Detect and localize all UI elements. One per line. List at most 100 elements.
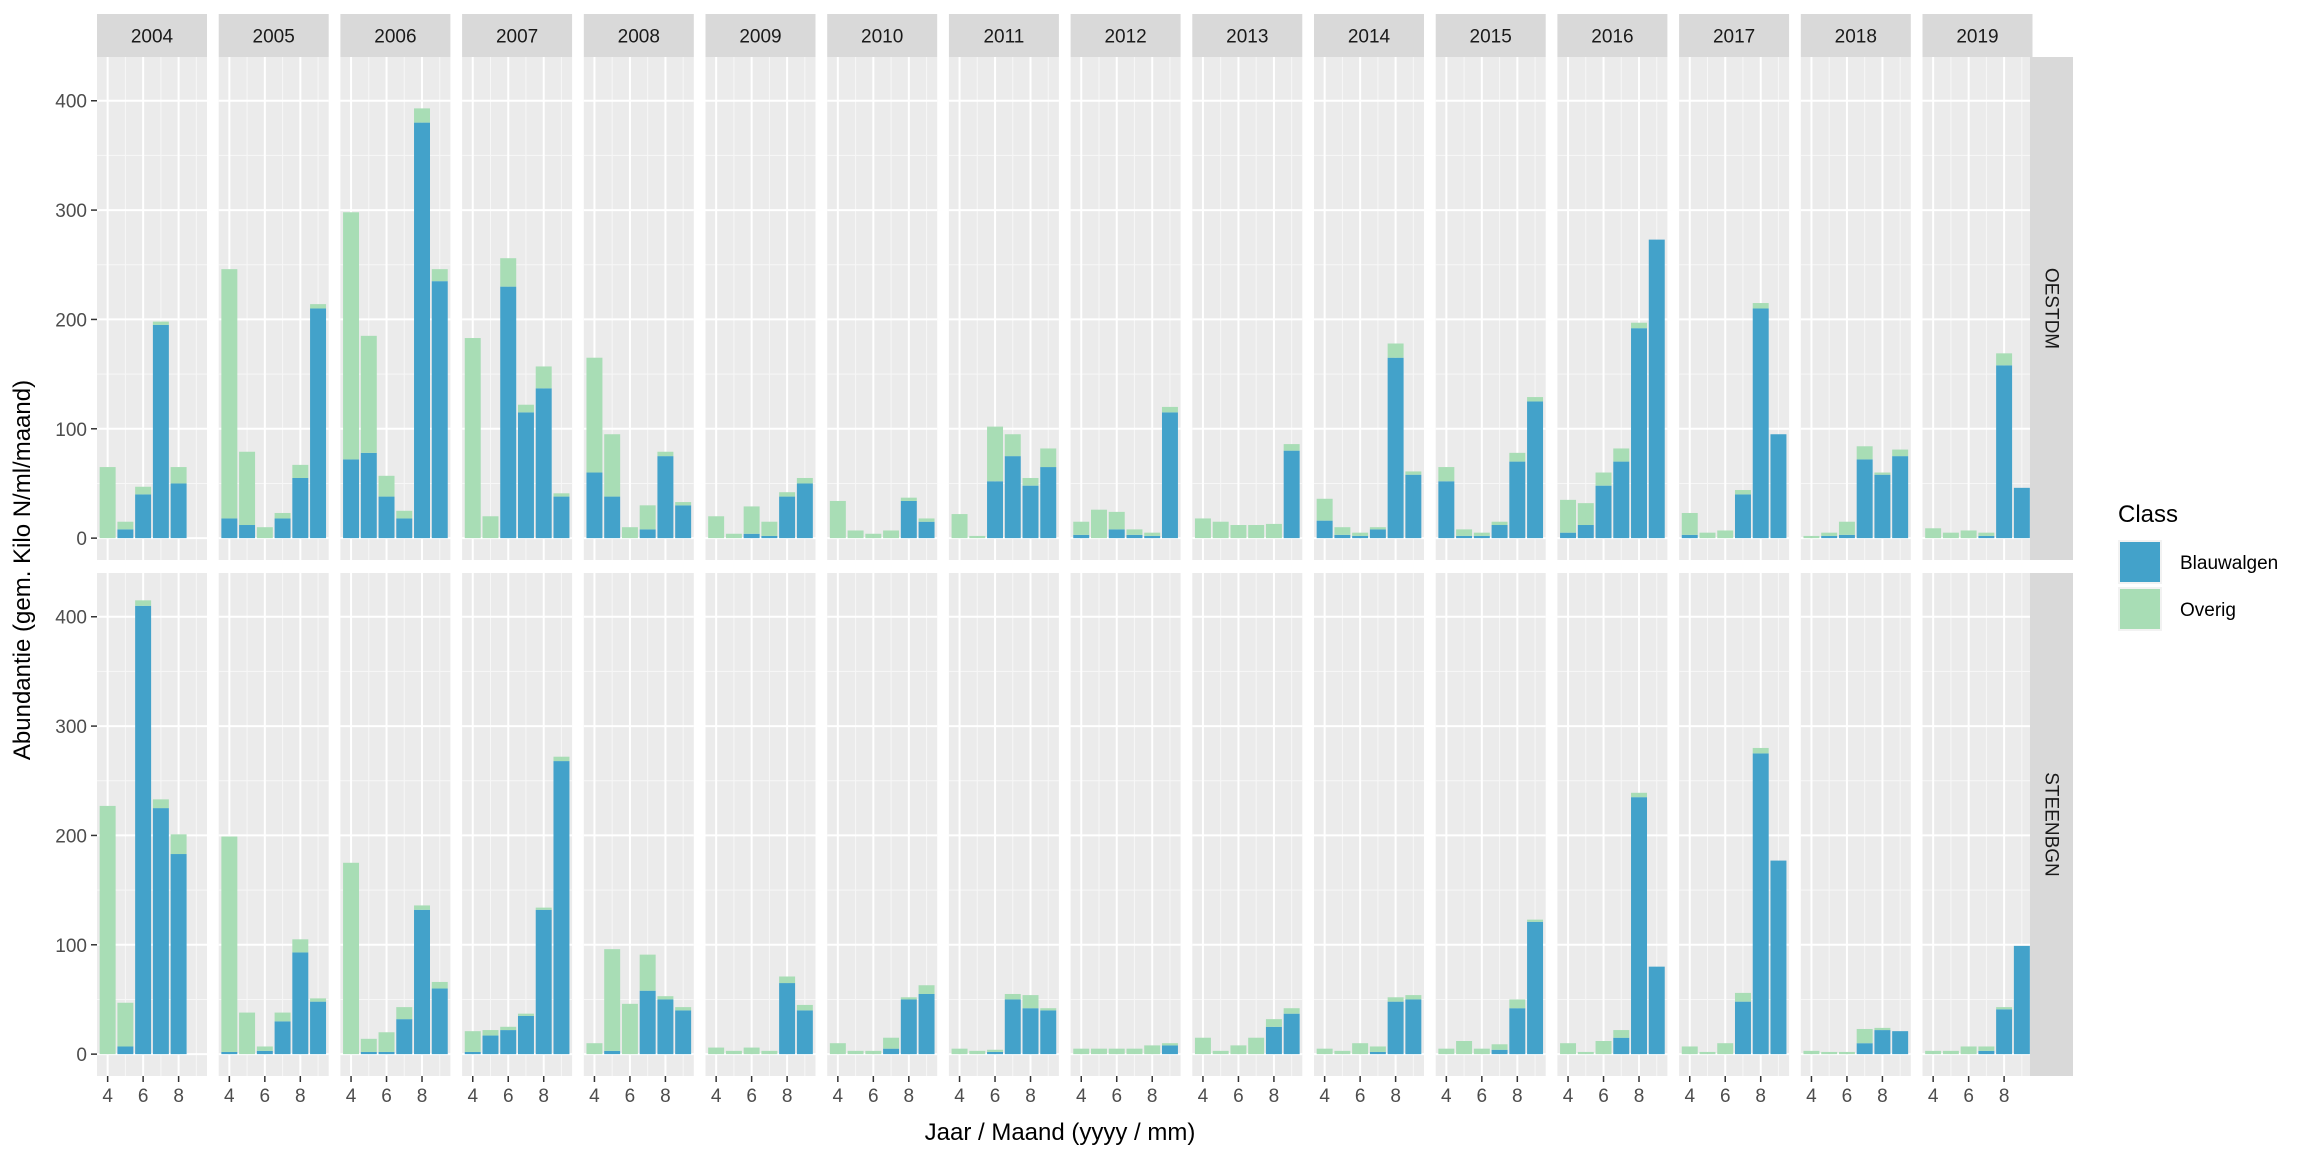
x-tick-label: 6 (260, 1086, 271, 1107)
bar-blauwalgen (1631, 328, 1647, 539)
bar-overig (1022, 477, 1039, 486)
bar-overig (535, 366, 552, 389)
bar-overig (1509, 452, 1526, 462)
bar-blauwalgen (378, 1051, 395, 1055)
panel-background (1314, 573, 1424, 1076)
x-tick-label: 6 (1355, 1086, 1366, 1107)
legend: Class Blauwalgen Overig (2118, 501, 2278, 631)
bar-overig (1577, 503, 1594, 526)
bar-blauwalgen (987, 481, 1004, 539)
y-tick-label: 100 (55, 936, 87, 957)
bar-overig (1960, 1046, 1977, 1055)
bar-blauwalgen (239, 525, 256, 539)
legend-label-overig: Overig (2180, 600, 2236, 621)
x-tick-label: 8 (660, 1086, 671, 1107)
bar-blauwalgen (170, 483, 187, 539)
bar-overig (1978, 1046, 1995, 1051)
bar-blauwalgen (1613, 461, 1630, 539)
bar-blauwalgen (274, 1021, 291, 1055)
bar-overig (1560, 499, 1577, 533)
x-tick-label: 4 (1684, 1086, 1695, 1107)
x-tick-label: 6 (503, 1086, 514, 1107)
bar-blauwalgen (900, 999, 917, 1055)
bar-blauwalgen (396, 518, 413, 539)
facet-strip (218, 14, 329, 57)
bar-overig (708, 516, 725, 539)
bar-blauwalgen (1491, 1049, 1508, 1055)
bar-blauwalgen (517, 412, 534, 539)
bar-blauwalgen (987, 1051, 1004, 1055)
bar-overig (500, 1026, 517, 1031)
facet-strip-label: 2009 (739, 27, 781, 48)
y-tick-label: 300 (55, 201, 87, 222)
bar-overig (918, 985, 935, 994)
panel-background (827, 57, 938, 560)
panel-background (1192, 573, 1303, 1076)
bar-blauwalgen (918, 521, 935, 539)
bar-overig (239, 451, 256, 526)
facet-strip (1192, 14, 1303, 57)
bar-overig (1283, 444, 1300, 451)
bar-blauwalgen (1595, 485, 1612, 539)
panel-background (705, 573, 816, 1076)
bar-blauwalgen (1770, 860, 1787, 1055)
bar-overig (292, 464, 309, 478)
bar-overig (274, 1012, 291, 1022)
x-tick-label: 8 (538, 1086, 549, 1107)
bar-overig (1577, 1051, 1594, 1055)
x-tick-label: 8 (173, 1086, 184, 1107)
bar-overig (657, 451, 674, 457)
bar-overig (1803, 1050, 1820, 1055)
facet-strip (827, 14, 938, 57)
facet-strip (1922, 14, 2033, 57)
bar-blauwalgen (135, 605, 152, 1055)
y-tick-label: 0 (76, 1045, 87, 1066)
bar-blauwalgen (1473, 535, 1490, 539)
bar-blauwalgen (743, 533, 760, 539)
bar-blauwalgen (431, 281, 448, 539)
x-tick-label: 6 (1720, 1086, 1731, 1107)
bar-overig (117, 521, 134, 530)
bar-blauwalgen (1752, 753, 1769, 1055)
facet-strip-label: 2013 (1226, 27, 1268, 48)
y-tick-label: 0 (76, 529, 87, 550)
bar-overig (639, 505, 656, 530)
panel-background (1922, 57, 2033, 560)
bar-overig (1144, 1045, 1161, 1055)
bar-overig (675, 502, 692, 506)
bar-blauwalgen (500, 1030, 517, 1055)
bar-blauwalgen (1996, 365, 2013, 539)
x-tick-label: 8 (1512, 1086, 1523, 1107)
x-tick-label: 6 (1233, 1086, 1244, 1107)
bar-blauwalgen (1838, 534, 1855, 539)
bar-overig (1595, 472, 1612, 486)
facet-strip-label: 2004 (131, 27, 174, 48)
bar-overig (500, 258, 517, 287)
bar-overig (274, 512, 291, 519)
facet-strip-label: 2005 (253, 27, 295, 48)
facet-strip (340, 14, 451, 57)
bar-overig (1144, 532, 1161, 536)
bar-overig (431, 269, 448, 282)
bar-overig (1126, 1048, 1143, 1055)
row-strip (2030, 57, 2073, 560)
bar-overig (1405, 995, 1422, 1000)
bar-overig (221, 836, 238, 1052)
bar-overig (1717, 530, 1734, 539)
bar-blauwalgen (482, 1035, 499, 1055)
bar-overig (796, 477, 813, 484)
bar-overig (517, 404, 534, 413)
bar-blauwalgen (1770, 434, 1787, 539)
facet-strip (1314, 14, 1424, 57)
bar-overig (535, 907, 552, 910)
facet-strip (462, 14, 573, 57)
bar-blauwalgen (1405, 474, 1422, 539)
bar-blauwalgen (1144, 535, 1161, 539)
bar-blauwalgen (414, 122, 430, 539)
bar-overig (1091, 509, 1107, 539)
bar-overig (1126, 529, 1143, 535)
bar-overig (951, 1048, 968, 1055)
x-tick-label: 4 (224, 1086, 235, 1107)
bar-blauwalgen (604, 496, 621, 539)
bar-overig (378, 475, 395, 497)
